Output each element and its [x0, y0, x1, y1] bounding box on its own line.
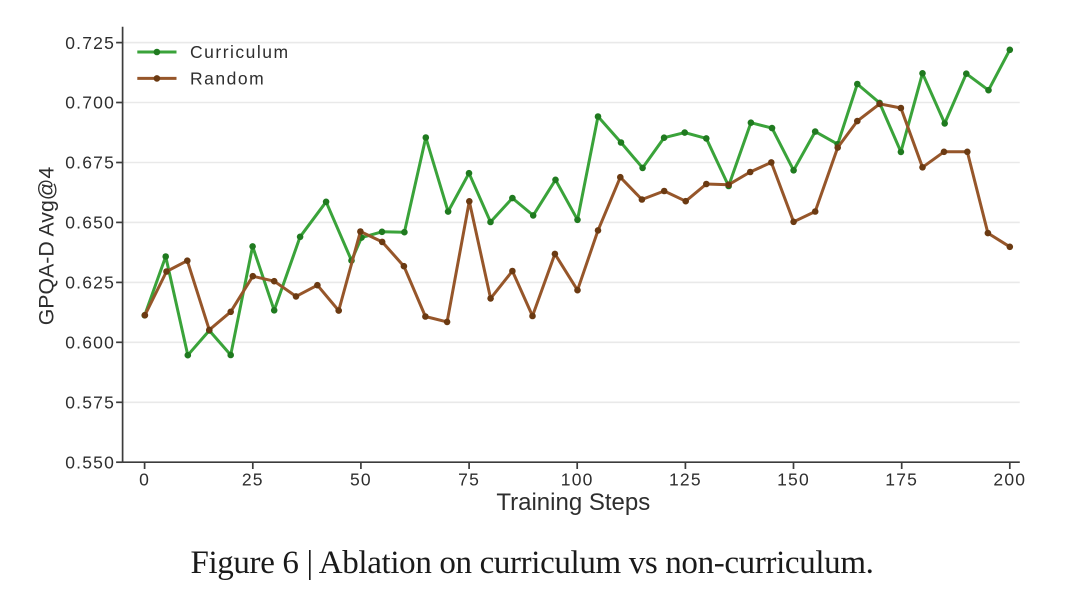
svg-text:0.600: 0.600 [65, 333, 115, 353]
svg-text:0.675: 0.675 [65, 153, 115, 173]
svg-text:Figure 6 | Ablation on curricu: Figure 6 | Ablation on curriculum vs non… [190, 545, 873, 581]
svg-text:GPQA-D Avg@4: GPQA-D Avg@4 [35, 167, 59, 326]
svg-text:0.725: 0.725 [65, 33, 115, 53]
svg-text:Curriculum: Curriculum [190, 42, 290, 62]
svg-text:100: 100 [561, 470, 594, 490]
svg-text:Training Steps: Training Steps [496, 489, 650, 516]
svg-text:0: 0 [139, 470, 150, 490]
svg-text:0.575: 0.575 [65, 393, 115, 413]
svg-text:0.650: 0.650 [65, 213, 115, 233]
svg-text:150: 150 [777, 470, 810, 490]
svg-text:0.625: 0.625 [65, 273, 115, 293]
svg-text:125: 125 [669, 470, 702, 490]
svg-text:0.700: 0.700 [65, 93, 115, 113]
svg-text:175: 175 [885, 470, 918, 490]
svg-text:75: 75 [458, 470, 480, 490]
svg-text:50: 50 [350, 470, 372, 490]
svg-text:200: 200 [993, 470, 1026, 490]
svg-text:Random: Random [190, 69, 265, 89]
svg-text:0.550: 0.550 [65, 452, 115, 472]
svg-text:25: 25 [242, 470, 264, 490]
